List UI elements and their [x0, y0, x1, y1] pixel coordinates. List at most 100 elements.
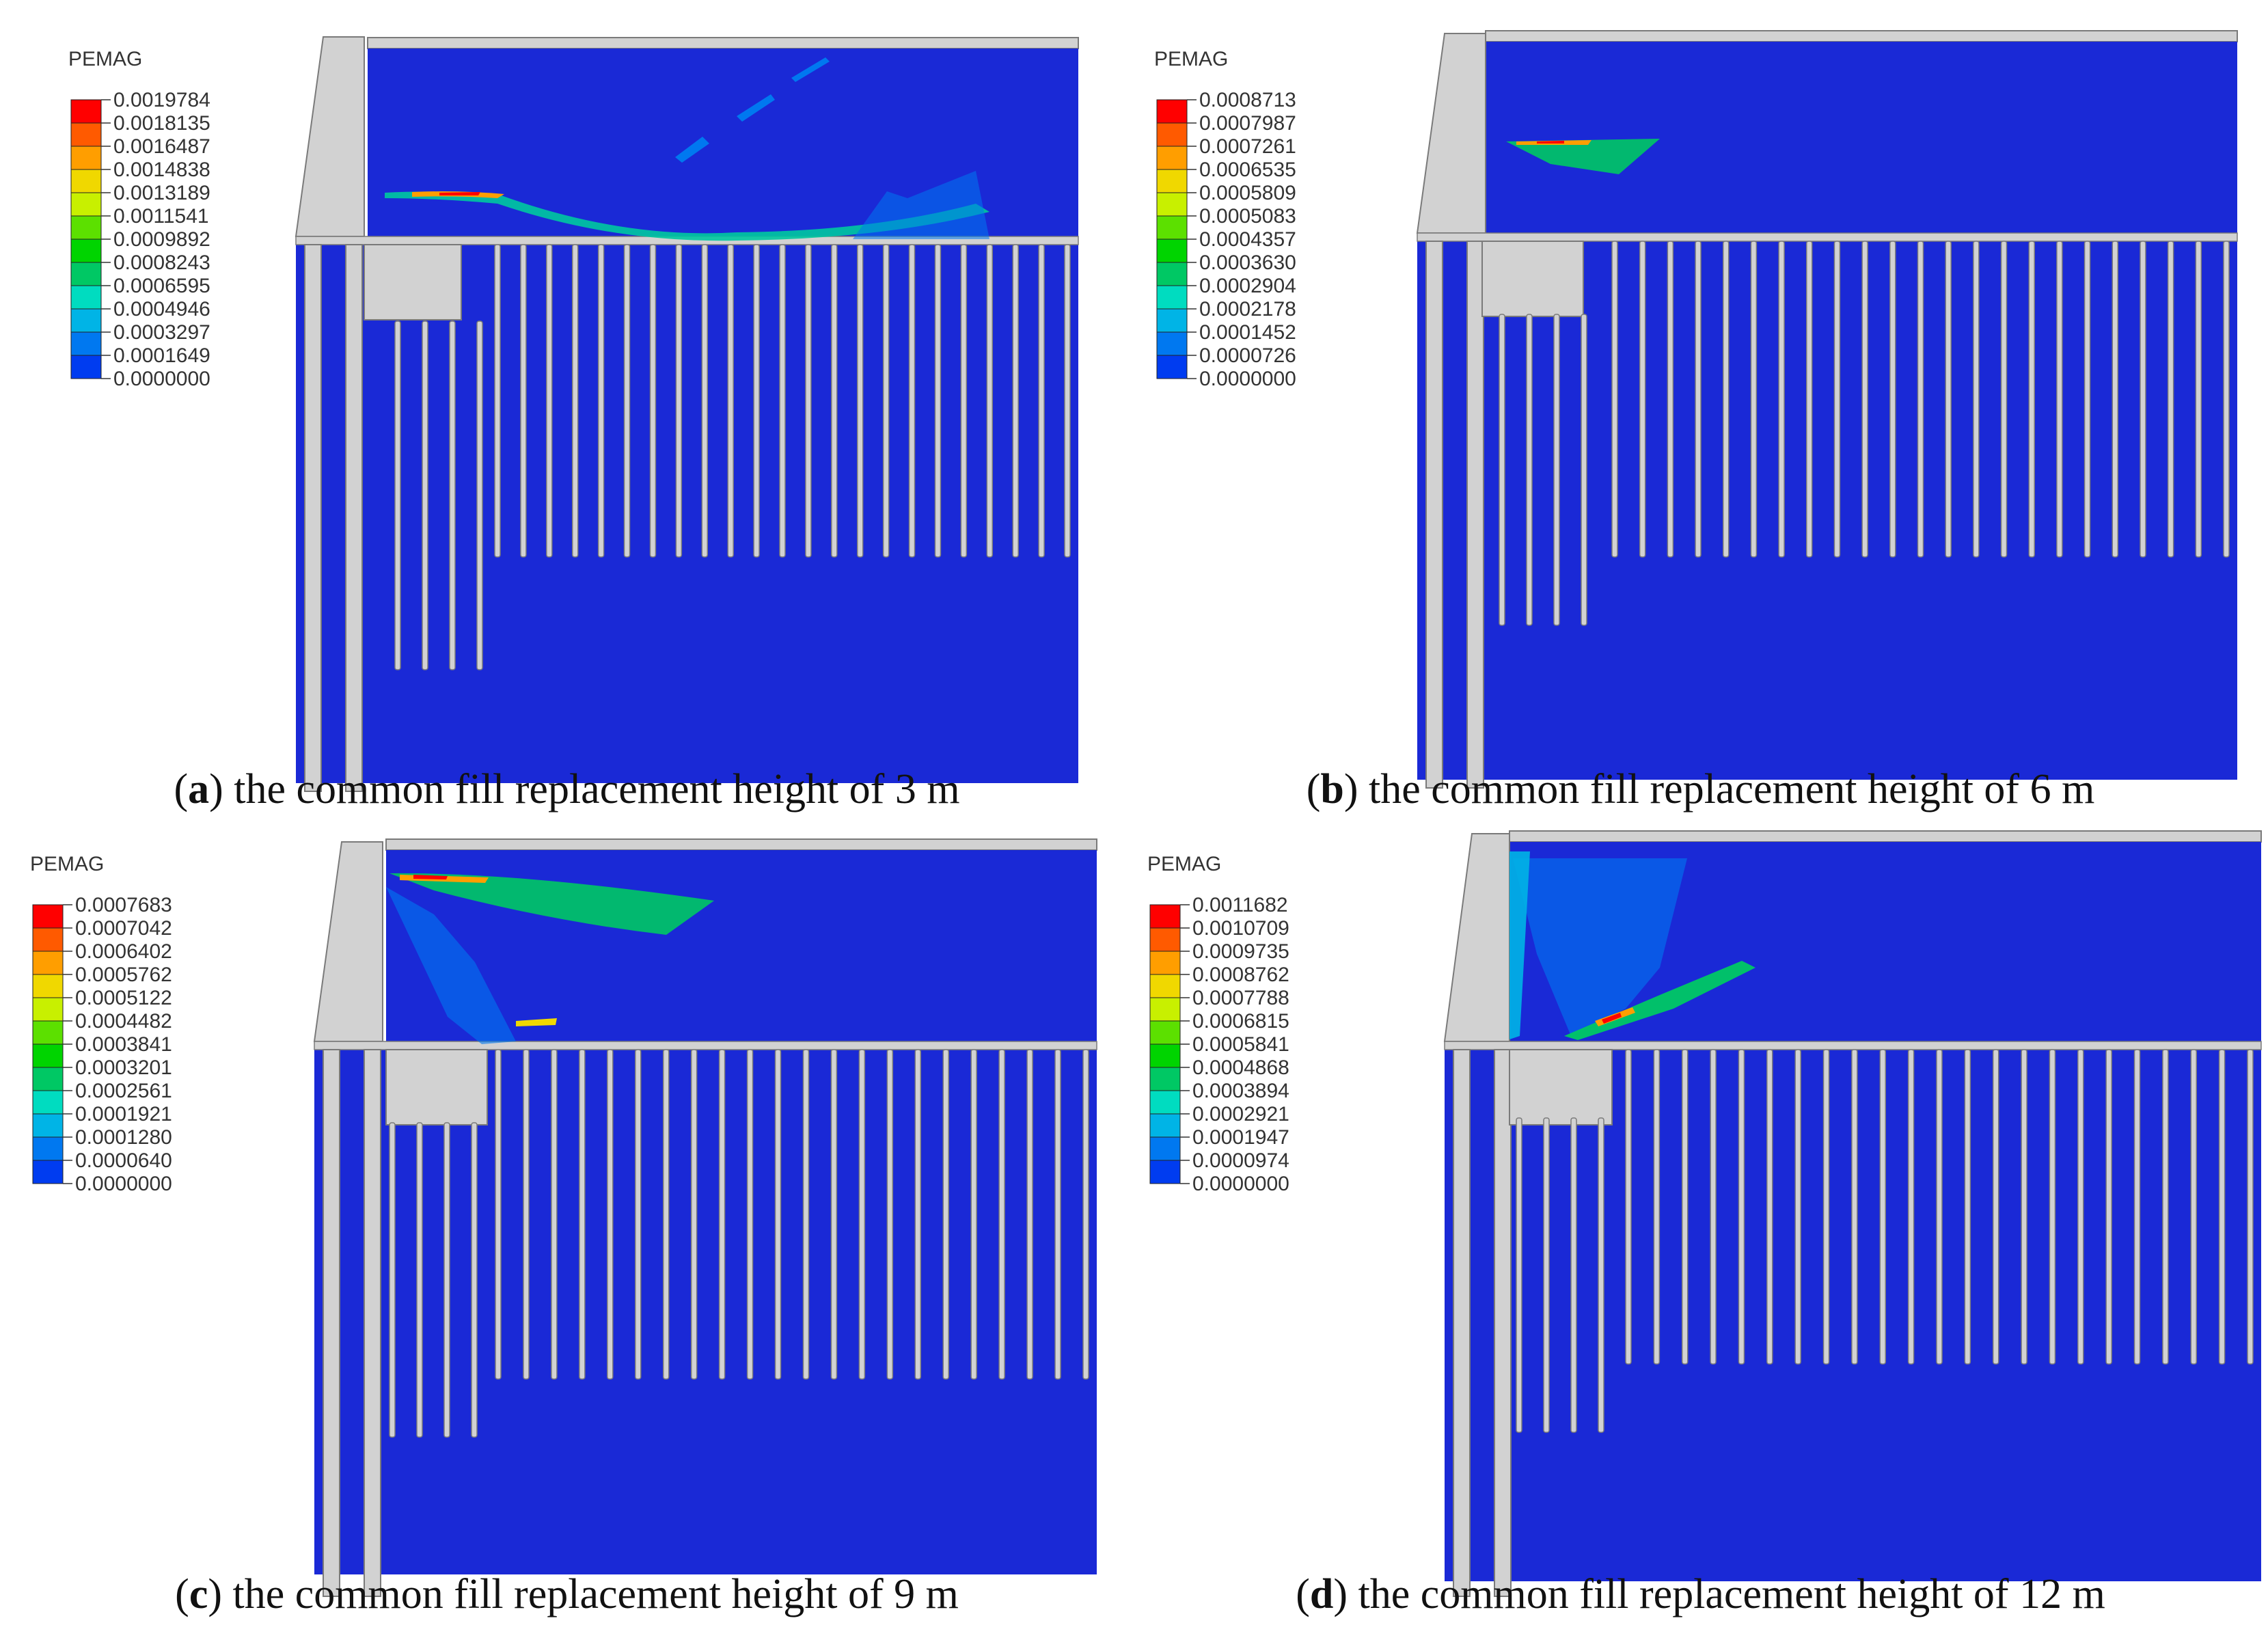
- legend-swatch: [70, 285, 102, 310]
- pile: [2162, 1049, 2169, 1365]
- legend-swatch: [1156, 192, 1188, 217]
- wall-post: [304, 244, 322, 792]
- wall-post: [1494, 1049, 1512, 1597]
- pile: [520, 244, 527, 558]
- pile: [1681, 1049, 1689, 1365]
- pile: [495, 1049, 502, 1380]
- legend-value: 0.0006402: [75, 940, 172, 963]
- pile: [1861, 241, 1868, 558]
- legend-swatch: [1156, 146, 1188, 170]
- shear-fan: [853, 171, 989, 239]
- legend-swatches-c: [32, 904, 64, 1184]
- legend-value: 0.0003841: [75, 1033, 172, 1056]
- caption-c: (c) the common fill replacement height o…: [175, 1571, 959, 1617]
- legend-value: 0.0019784: [113, 89, 210, 111]
- pile: [1543, 1117, 1550, 1433]
- legend-value: 0.0005841: [1192, 1033, 1289, 1056]
- legend-swatch: [1156, 331, 1188, 356]
- pile: [394, 320, 401, 670]
- pile: [1499, 314, 1505, 626]
- panel-c: PEMAG 0.0007683 0.0007042 0.0006402 0.00057…: [0, 819, 1134, 1637]
- pile: [476, 320, 483, 670]
- pile: [1553, 314, 1560, 626]
- pile: [2105, 1049, 2112, 1365]
- legend-d: PEMAG 0.00116820.00107090.00097350.00087…: [1147, 853, 1289, 1195]
- pile: [2056, 241, 2063, 558]
- legend-swatch: [32, 1136, 64, 1161]
- pile: [779, 244, 786, 558]
- legend-value: 0.0009735: [1192, 940, 1289, 963]
- legend-value: 0.0006815: [1192, 1010, 1289, 1033]
- legend-value: 0.0006595: [113, 275, 210, 297]
- pile-cap: [385, 1049, 488, 1125]
- pile: [546, 244, 553, 558]
- legend-swatch: [32, 927, 64, 952]
- caption-letter-c: c: [189, 1571, 208, 1617]
- legend-value: 0.0005083: [1199, 205, 1296, 228]
- shear-wedge: [386, 887, 516, 1044]
- legend-value: 0.0000640: [75, 1149, 172, 1172]
- pile: [886, 1049, 894, 1380]
- contour-plot-b: PEMAG 0.00087130.00079870.00072610.00065…: [1154, 30, 2238, 789]
- pile: [471, 1122, 478, 1438]
- pile: [1973, 241, 1980, 558]
- legend-swatch: [70, 215, 102, 240]
- pile: [727, 244, 734, 558]
- legend-value: 0.0002178: [1199, 298, 1296, 320]
- pile: [1936, 1049, 1943, 1365]
- caption-d: (d) the common fill replacement height o…: [1296, 1571, 2105, 1617]
- wall-post: [323, 1049, 340, 1597]
- pile: [1082, 1049, 1089, 1380]
- pile: [1054, 1049, 1061, 1380]
- pile: [2021, 1049, 2027, 1365]
- legend-swatch: [32, 974, 64, 998]
- pile: [551, 1049, 558, 1380]
- shear-band-max: [439, 192, 480, 195]
- pile: [1794, 1049, 1801, 1365]
- top-slab: [1485, 30, 2238, 42]
- legend-value: 0.0016487: [113, 135, 210, 158]
- legend-swatch: [32, 1067, 64, 1091]
- pile: [623, 244, 631, 558]
- pile: [746, 1049, 754, 1380]
- model-b: [1416, 30, 2238, 789]
- pile: [571, 244, 579, 558]
- shear-wedge: [1513, 858, 1687, 1036]
- legend-swatch: [1149, 951, 1181, 975]
- pile: [1625, 1049, 1632, 1365]
- pile: [1766, 1049, 1773, 1365]
- pile: [2133, 1049, 2141, 1365]
- legend-swatch: [1149, 974, 1181, 998]
- legend-swatch: [1149, 1136, 1181, 1161]
- pile: [422, 320, 428, 670]
- pile: [443, 1122, 450, 1438]
- caption-letter-b: b: [1320, 766, 1344, 813]
- legend-value: 0.0004868: [1192, 1056, 1289, 1079]
- legend-swatch: [70, 331, 102, 356]
- legend-swatch: [1156, 169, 1188, 193]
- caption-a: (a) the common fill replacement height o…: [174, 766, 960, 813]
- shear-streak: [737, 94, 775, 122]
- pile: [2140, 241, 2146, 558]
- caption-letter-d: d: [1309, 1571, 1334, 1617]
- legend-swatch: [1156, 238, 1188, 263]
- shear-band: [390, 873, 714, 935]
- pile: [2167, 241, 2174, 558]
- pile: [649, 244, 657, 558]
- pile: [523, 1049, 530, 1380]
- legend-values-d: 0.00116820.00107090.00097350.00087620.00…: [1180, 894, 1289, 1195]
- legend-value: 0.0011682: [1192, 894, 1288, 916]
- pile: [1750, 241, 1758, 558]
- pile: [2000, 241, 2008, 558]
- pile: [1879, 1049, 1887, 1365]
- wall-post: [1453, 1049, 1471, 1597]
- pile: [718, 1049, 726, 1380]
- top-slab: [1509, 830, 2262, 843]
- legend-swatch: [1156, 308, 1188, 333]
- pile: [1833, 241, 1841, 558]
- legend-value: 0.0005122: [75, 987, 172, 1009]
- pile: [858, 1049, 866, 1380]
- pile-cap: [1509, 1049, 1613, 1125]
- pile: [1581, 314, 1587, 626]
- legend-swatches-d: [1149, 904, 1181, 1184]
